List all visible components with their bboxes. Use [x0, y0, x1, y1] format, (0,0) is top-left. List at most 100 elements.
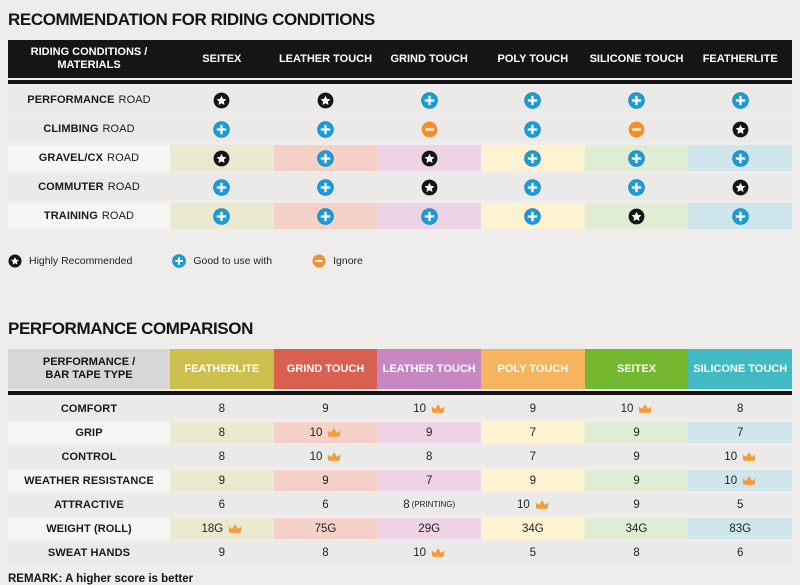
score-cell: 10 [584, 398, 689, 419]
score-value: 10 [413, 546, 427, 559]
remark-note: REMARK: A higher score is better [8, 573, 194, 585]
rating-cell-plus [170, 116, 274, 142]
column-header-seitex: SEITEX [584, 349, 689, 389]
rating-cell-plus [481, 145, 585, 171]
performance-row-attractive: ATTRACTIVE 6 6 8 (PRINTING) 10 9 5 [8, 494, 793, 515]
rating-cell-star [584, 203, 689, 229]
score-value: 8 [736, 402, 744, 415]
performance-row-sweat-hands: SWEAT HANDS 9 8 10 5 8 6 [8, 542, 793, 563]
row-label: WEATHER RESISTANCE [8, 470, 170, 491]
performance-row-weather-resistance: WEATHER RESISTANCE 9 9 7 9 9 10 [8, 470, 793, 491]
rating-cell-plus [481, 174, 585, 200]
plus-icon [628, 149, 645, 167]
riding-conditions-header-row: RIDING CONDITIONS / MATERIALS SEITEX LEAT… [8, 40, 792, 78]
score-value: 8 [633, 546, 640, 559]
score-cell: 10 [481, 494, 585, 515]
row-label: GRIP [8, 422, 170, 443]
header-rule [8, 391, 792, 395]
plus-icon [213, 178, 231, 196]
rating-cell-minus [377, 116, 482, 142]
rating-cell-star [688, 116, 793, 142]
score-value: 8 [218, 426, 226, 439]
plus-icon [317, 120, 334, 138]
star-icon [628, 208, 645, 224]
score-value: 34G [521, 522, 544, 535]
rating-cell-plus [170, 203, 274, 229]
minus-icon [312, 254, 326, 268]
plus-icon [524, 91, 542, 109]
crown-icon [431, 403, 445, 413]
score-cell: 9 [170, 542, 274, 563]
rating-cell-star [170, 145, 274, 171]
score-cell: 10 [377, 542, 482, 563]
score-cell: 9 [273, 470, 378, 491]
column-header-seitex: SEITEX [202, 52, 242, 65]
score-suffix: (PRINTING) [411, 500, 456, 509]
score-cell: 29G [377, 518, 482, 539]
rating-cell-plus [481, 116, 585, 142]
score-value: 10 [724, 474, 738, 487]
row-label: COMFORT [8, 398, 170, 419]
score-cell: 8 [584, 542, 689, 563]
crown-icon [742, 451, 756, 461]
rating-cell-plus [273, 174, 378, 200]
score-value: 9 [218, 474, 226, 487]
crown-icon [328, 427, 341, 437]
crown-icon [742, 475, 756, 485]
row-label: ATTRACTIVE [8, 494, 170, 515]
crown-icon [431, 547, 445, 557]
performance-row-grip: GRIP 8 10 9 7 9 7 [8, 422, 793, 443]
score-cell: 5 [481, 542, 585, 563]
score-value: 9 [633, 498, 640, 511]
score-cell: 6 [170, 494, 274, 515]
plus-icon [628, 91, 645, 109]
performance-header-row: PERFORMANCE / BAR TAPE TYPE FEATHERLITE G… [8, 349, 793, 389]
legend-label: Ignore [333, 255, 363, 267]
score-cell: 6 [688, 542, 793, 563]
score-value: 8 [218, 402, 226, 415]
score-value: 34G [625, 522, 648, 535]
row-label: COMMUTER ROAD [8, 174, 170, 200]
riding-conditions-rows: PERFORMANCE ROAD CLIMBING ROAD GRAVEL/CX ROAD… [8, 87, 793, 229]
minus-icon [628, 121, 645, 137]
row-label: PERFORMANCE ROAD [8, 87, 170, 113]
score-value: 10 [413, 402, 427, 415]
score-cell: 7 [377, 470, 482, 491]
score-cell: 6 [273, 494, 378, 515]
score-value: 10 [309, 426, 323, 439]
star-icon [732, 121, 749, 137]
rating-cell-plus [273, 203, 378, 229]
score-value: 9 [529, 402, 537, 415]
score-value: 75G [314, 522, 337, 535]
score-value: 5 [529, 546, 537, 559]
score-value: 10 [724, 450, 738, 463]
score-cell: 8 [170, 422, 274, 443]
plus-icon [628, 178, 645, 196]
score-value: 8 [425, 450, 433, 463]
row-label: GRAVEL/CX ROAD [8, 145, 170, 171]
rating-cell-star [273, 87, 378, 113]
score-cell: 9 [584, 494, 689, 515]
rating-cell-plus [170, 174, 274, 200]
header-label-line2: BAR TAPE TYPE [45, 369, 133, 381]
header-rule [8, 80, 792, 84]
rating-cell-plus [377, 203, 482, 229]
star-icon [421, 179, 438, 195]
score-cell: 8 [273, 542, 378, 563]
score-cell: 9 [584, 470, 689, 491]
column-header-silicone-touch: SILICONE TOUCH [688, 349, 793, 389]
section2-title: PERFORMANCE COMPARISON [8, 319, 253, 338]
crown-icon [535, 499, 549, 509]
score-cell: 7 [481, 446, 585, 467]
rating-cell-plus [273, 116, 378, 142]
performance-row-control: CONTROL 8 10 8 7 9 10 [8, 446, 793, 467]
score-cell: 9 [377, 422, 482, 443]
score-value: 7 [529, 450, 537, 463]
score-cell: 83G [688, 518, 793, 539]
score-value: 29G [418, 522, 441, 535]
score-value: 9 [633, 426, 640, 439]
row-label: CONTROL [8, 446, 170, 467]
rating-cell-plus [481, 203, 585, 229]
section1-title: RECOMMENDATION FOR RIDING CONDITIONS [8, 10, 375, 29]
